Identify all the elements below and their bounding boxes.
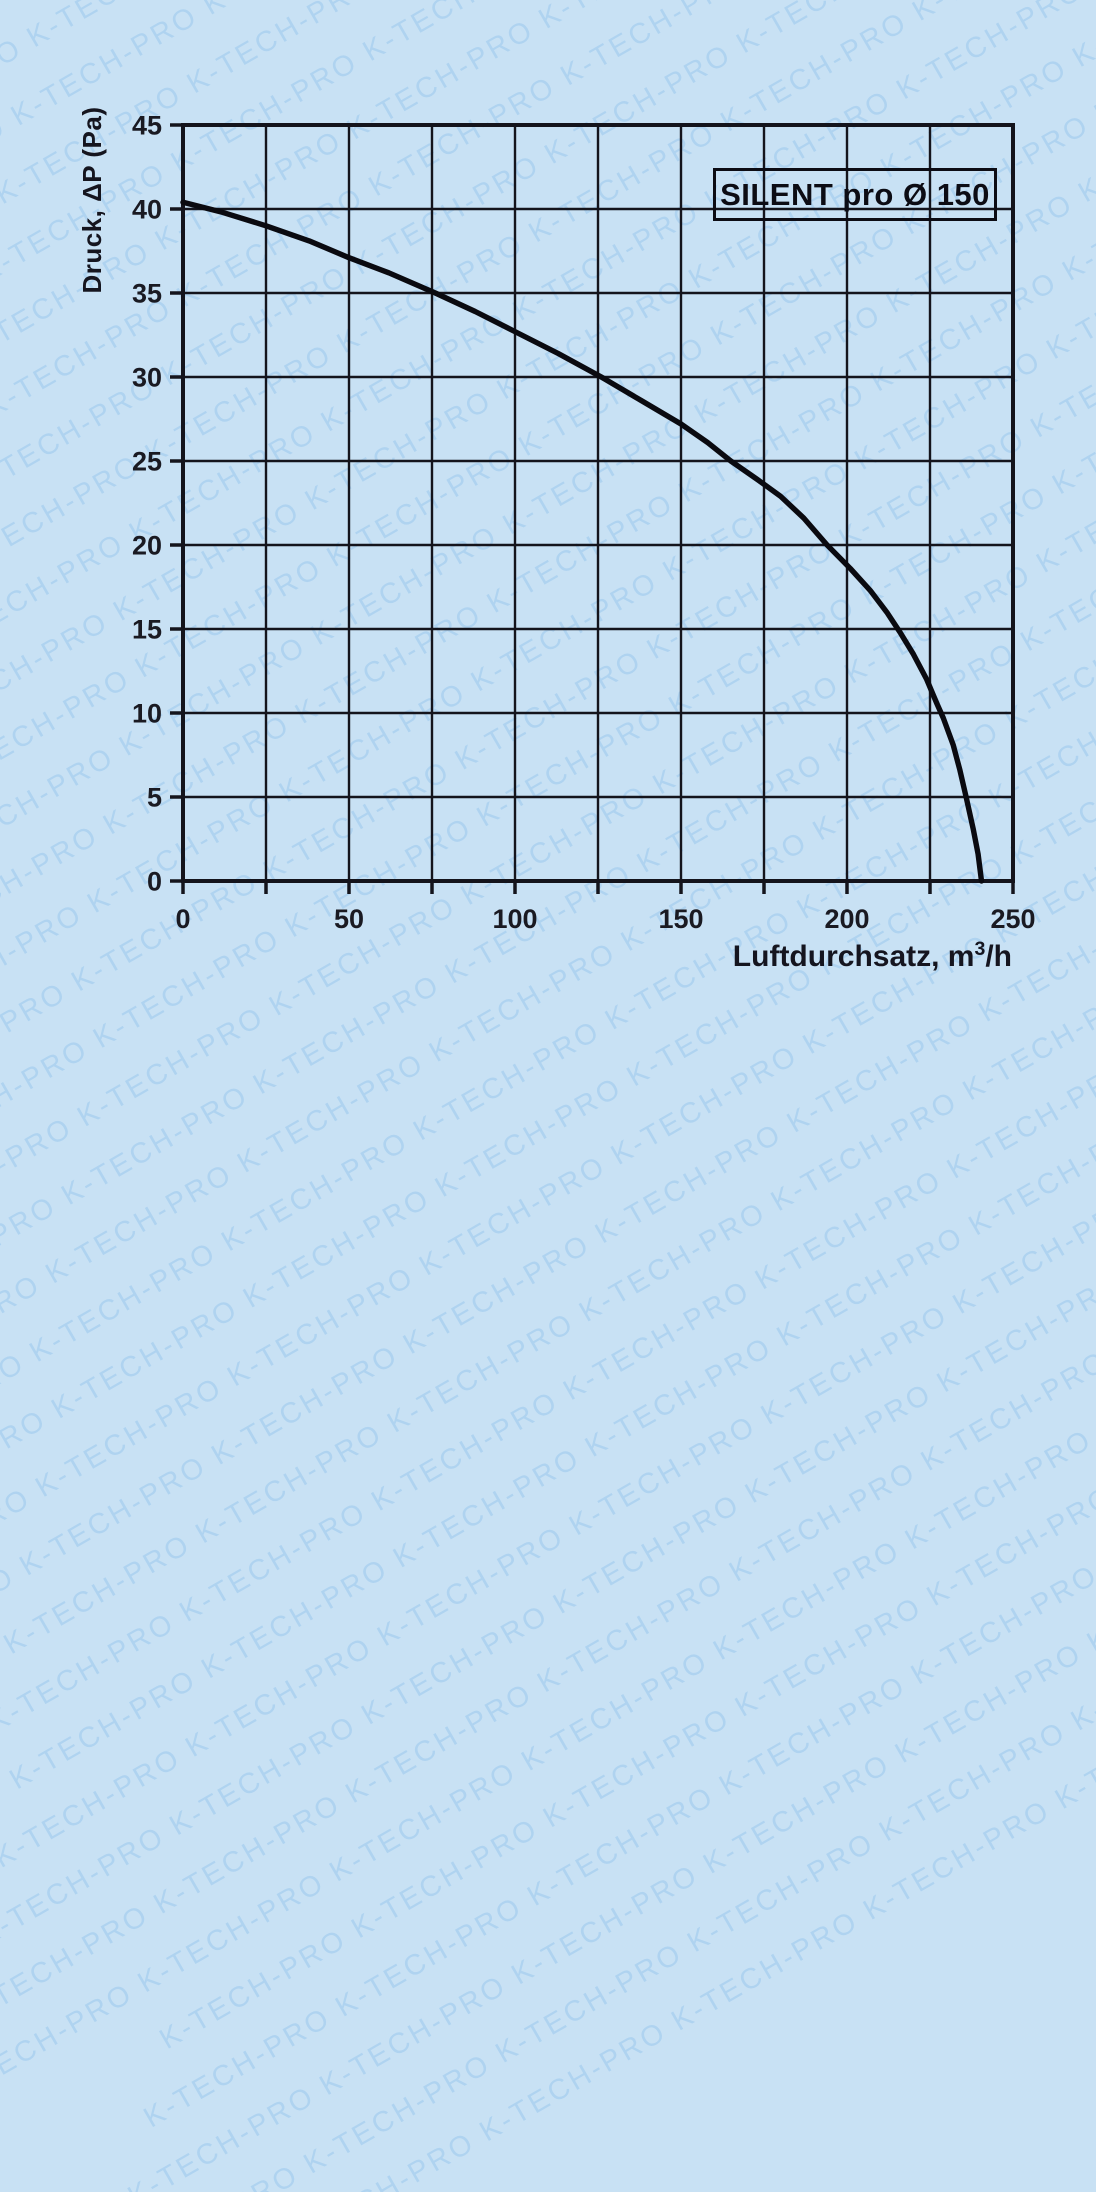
performance-curve: [180, 199, 985, 884]
y-tick-label: 10: [132, 698, 162, 728]
y-tick-label: 0: [147, 866, 162, 896]
watermark-text-row: K-TECH-PRO K-TECH-PRO K-TECH-PRO K-TECH-…: [91, 797, 1096, 2192]
y-tick-label: 15: [132, 614, 162, 644]
x-axis-title: Luftdurchsatz, m3/h: [712, 938, 1012, 978]
y-tick-label: 20: [132, 530, 162, 560]
x-tick-label: 200: [824, 904, 869, 934]
fan-curve-chart: 0 50 100 150 200 250 0 5 10 15 20 25 30 35 40 45: [132, 110, 1036, 934]
x-axis-title-superscript: 3: [974, 938, 986, 960]
series-label: SILENT pro Ø 150: [720, 176, 990, 212]
x-tick-label: 100: [492, 904, 537, 934]
x-tick-label: 50: [334, 904, 364, 934]
x-axis-title-suffix: /h: [985, 940, 1012, 973]
watermark-text-row: K-TECH-PRO K-TECH-PRO K-TECH-PRO K-TECH-…: [107, 719, 1096, 2192]
y-tick-label: 5: [147, 782, 162, 812]
x-axis-title-prefix: Luftdurchsatz, m: [732, 940, 975, 973]
series-label-box: SILENT pro Ø 150: [713, 168, 997, 221]
x-tick-label: 150: [658, 904, 703, 934]
y-tick-label: 25: [132, 446, 162, 476]
y-tick-label: 35: [132, 278, 162, 308]
x-tick-label: 250: [990, 904, 1035, 934]
watermark-text-row: K-TECH-PRO K-TECH-PRO K-TECH-PRO K-TECH-…: [122, 640, 1096, 2192]
y-tick-label: 30: [132, 362, 162, 392]
y-tick-label: 40: [132, 194, 162, 224]
y-tick-label: 45: [132, 110, 162, 140]
watermark-text-row: K-TECH-PRO K-TECH-PRO K-TECH-PRO K-TECH-…: [138, 562, 1096, 2135]
y-axis-title: Druck, ΔP (Pa): [77, 106, 107, 294]
x-tick-label: 0: [175, 904, 190, 934]
